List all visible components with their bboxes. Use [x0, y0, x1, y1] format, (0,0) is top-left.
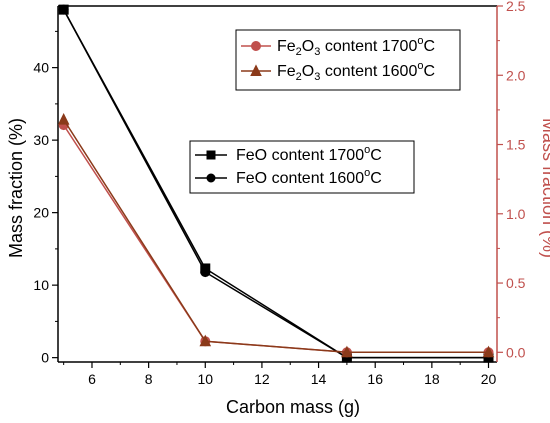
y-axis-left-label: Mass fraction (%): [6, 118, 26, 258]
x-tick-label: 20: [481, 371, 497, 387]
series-1-point: [200, 267, 211, 278]
x-tick-label: 18: [424, 371, 440, 387]
y-right-tick-label: 2.0: [506, 67, 526, 83]
x-tick-label: 10: [197, 371, 213, 387]
y-right-tick-label: 1.5: [506, 137, 526, 153]
legend-box: [235, 29, 461, 91]
legend-superscript: o: [417, 35, 423, 47]
legend-marker: [206, 150, 216, 160]
x-tick-label: 8: [145, 371, 153, 387]
legend-text-part: C: [370, 170, 382, 187]
legend-subscript: 2: [296, 71, 302, 83]
series-3-point: [341, 345, 353, 358]
legend-label: FeO content 1700oC: [236, 144, 382, 164]
y-axis-right-label: Mass fraction (%): [539, 118, 550, 258]
legend-text-part: C: [370, 147, 382, 164]
y-right-tick-label: 0.5: [506, 275, 526, 291]
series-line-3: [63, 119, 489, 354]
legend-marker: [206, 173, 216, 183]
legend-text-part: C: [423, 63, 435, 80]
x-tick-label: 12: [254, 371, 270, 387]
series-1-point: [58, 4, 69, 15]
x-tick-label: 6: [88, 371, 96, 387]
legend-text-part: O: [302, 38, 314, 55]
y-right-tick-label: 0.0: [506, 344, 526, 360]
y-left-tick-label: 0: [41, 350, 49, 366]
y-right-tick-label: 1.0: [506, 206, 526, 222]
legend-label: FeO content 1600oC: [236, 167, 382, 187]
legend-superscript: o: [364, 144, 370, 156]
legend-marker: [250, 64, 262, 76]
legend-text-part: content 1600: [320, 63, 417, 80]
legend-subscript: 2: [296, 46, 302, 58]
legend-subscript: 3: [314, 71, 320, 83]
legend-text-part: Fe: [277, 63, 296, 80]
y-left-tick-label: 10: [33, 277, 49, 293]
y-right-tick-label: 2.5: [506, 0, 526, 14]
x-tick-label: 14: [311, 371, 327, 387]
legend-label: Fe2O3 content 1700oC: [277, 35, 435, 58]
legend-text-part: FeO content 1700: [236, 147, 364, 164]
series-3-point: [482, 345, 495, 358]
legend-superscript: o: [364, 167, 370, 179]
series-line-1: [63, 9, 489, 359]
legend-marker: [251, 41, 261, 51]
legend-text-part: Fe: [277, 38, 296, 55]
legend-text-part: content 1700: [320, 38, 417, 55]
legend-label: Fe2O3 content 1600oC: [277, 60, 435, 83]
legend-text-part: C: [423, 38, 435, 55]
legend-subscript: 3: [314, 46, 320, 58]
plot-layer: 6 8 10 12 14 16 18 20 0 10 20 30 40 0.0 0.5 1.0 1.5 2.0 2.…: [33, 0, 525, 387]
y-left-tick-label: 30: [33, 132, 49, 148]
series-3-point: [199, 334, 212, 347]
legend-box: [189, 140, 415, 194]
y-left-tick-label: 20: [33, 205, 49, 221]
series-3-point: [57, 112, 70, 125]
legend-superscript: o: [417, 60, 423, 72]
x-axis-label: Carbon mass (g): [226, 397, 360, 417]
x-tick-label: 16: [367, 371, 383, 387]
legend-text-part: O: [302, 63, 314, 80]
legend-text-part: FeO content 1600: [236, 170, 364, 187]
y-left-tick-label: 40: [33, 60, 49, 76]
